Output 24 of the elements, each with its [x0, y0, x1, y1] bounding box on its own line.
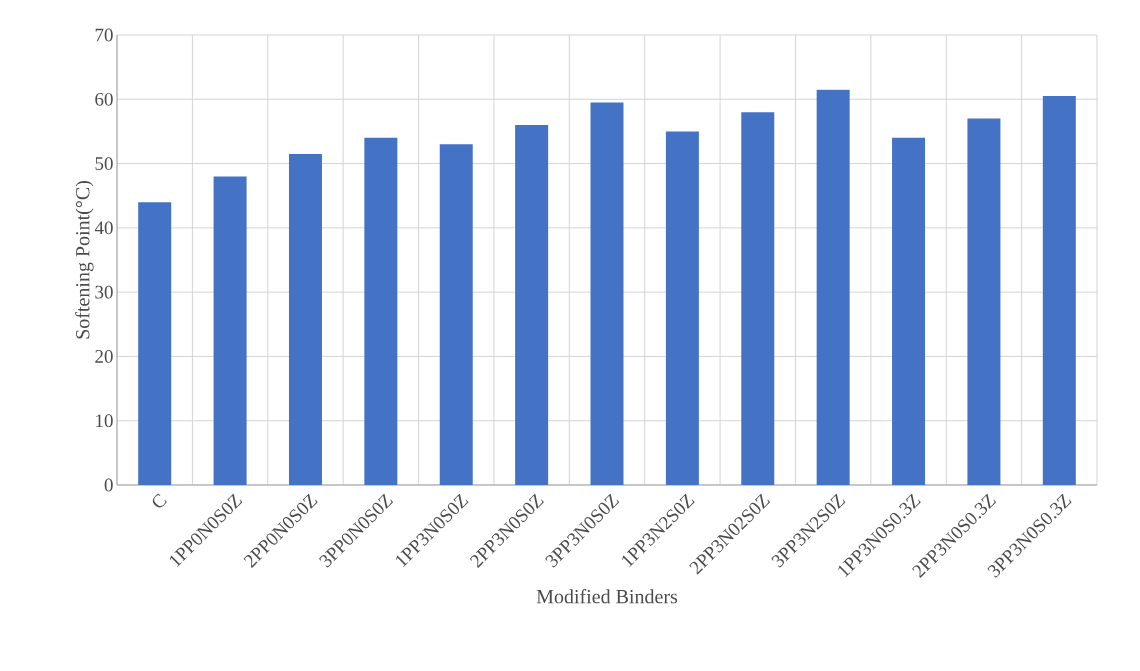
y-tick-label: 60: [95, 92, 113, 106]
y-tick-label: 10: [96, 414, 113, 428]
y-axis-title: Softening Point(°C): [75, 181, 94, 339]
bar: [439, 144, 473, 485]
bar: [967, 118, 1001, 485]
bar: [1042, 96, 1076, 485]
bar: [816, 89, 850, 485]
y-tick-label: 70: [95, 28, 113, 42]
bar: [364, 137, 398, 485]
y-tick-label: 0: [104, 478, 113, 492]
bar: [515, 124, 549, 485]
bar: [213, 176, 247, 485]
y-tick-label: 30: [95, 285, 113, 299]
bar: [288, 153, 322, 485]
bar: [892, 137, 926, 485]
bar: [138, 202, 172, 485]
y-tick-label: 50: [95, 157, 113, 170]
x-tick-label: C: [152, 493, 167, 508]
bar: [590, 102, 624, 485]
x-axis-title: Modified Binders: [536, 589, 678, 604]
y-tick-label: 20: [95, 350, 113, 363]
y-tick-label: 40: [94, 221, 113, 235]
bar: [741, 112, 775, 485]
bar: [665, 131, 699, 485]
